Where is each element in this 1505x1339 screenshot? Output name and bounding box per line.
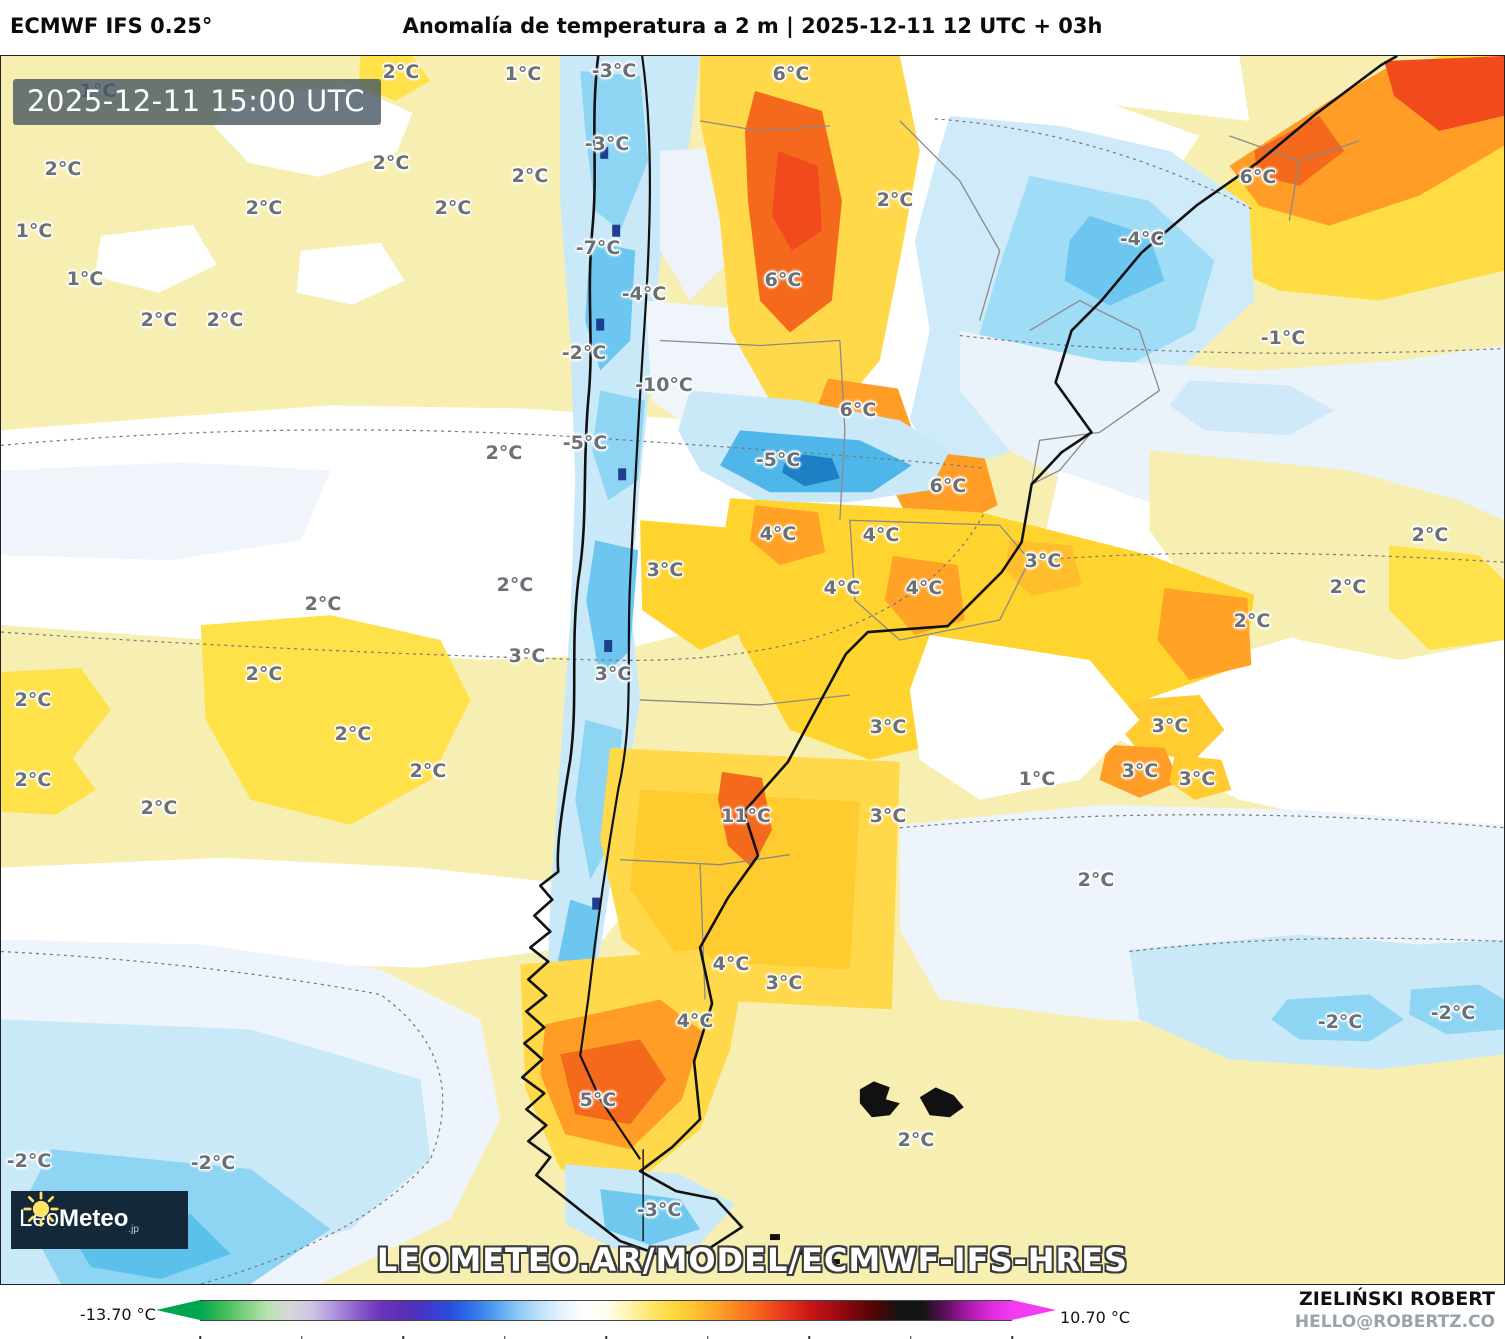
colorbar-footer: -13.70 °C -32-24-16-808162432 10.70 °C Z…: [0, 1285, 1505, 1339]
map-graphic: [1, 56, 1504, 1284]
author-name: ZIELIŃSKI ROBERT: [1299, 1288, 1495, 1310]
colorbar-tick-mark: [300, 1336, 303, 1339]
logo-text-meteo: Meteo: [59, 1205, 129, 1232]
model-name: ECMWF IFS 0.25°: [10, 14, 213, 38]
colorbar-left-arrow: [156, 1300, 200, 1320]
page-title: Anomalía de temperatura a 2 m | 2025-12-…: [402, 14, 1103, 38]
colorbar-tick-mark: [706, 1336, 709, 1339]
anomaly-map: 2°C1°C-3°C6°C1°C2°C-3°C2°C2°C2°C2°C2°C6°…: [0, 55, 1505, 1285]
colorbar-right-arrow: [1012, 1300, 1056, 1320]
colorbar-max-label: 10.70 °C: [1060, 1308, 1131, 1327]
timestamp-badge: 2025-12-11 15:00 UTC: [13, 79, 382, 125]
colorbar-tick-mark: [1011, 1336, 1013, 1339]
logo-text-tld: .jp: [128, 1224, 139, 1235]
colorbar-tick-mark: [605, 1336, 607, 1339]
colorbar-tick-mark: [199, 1336, 201, 1339]
author-contact: HELLO@ROBERTZ.CO: [1294, 1312, 1495, 1332]
colorbar-min-label: -13.70 °C: [80, 1305, 156, 1324]
header: ECMWF IFS 0.25° Anomalía de temperatura …: [0, 0, 1505, 55]
watermark: LEOMETEO.AR/MODEL/ECMWF-IFS-HRES: [376, 1241, 1129, 1279]
sun-icon: [23, 1191, 59, 1227]
colorbar-tick-mark: [402, 1336, 404, 1339]
colorbar-tick-mark: [909, 1336, 912, 1339]
colorbar-tick-mark: [808, 1336, 810, 1339]
leometeo-logo: LeoMeteo.jp: [11, 1191, 188, 1249]
colorbar-gradient: [200, 1300, 1012, 1321]
colorbar-tick-mark: [503, 1336, 506, 1339]
